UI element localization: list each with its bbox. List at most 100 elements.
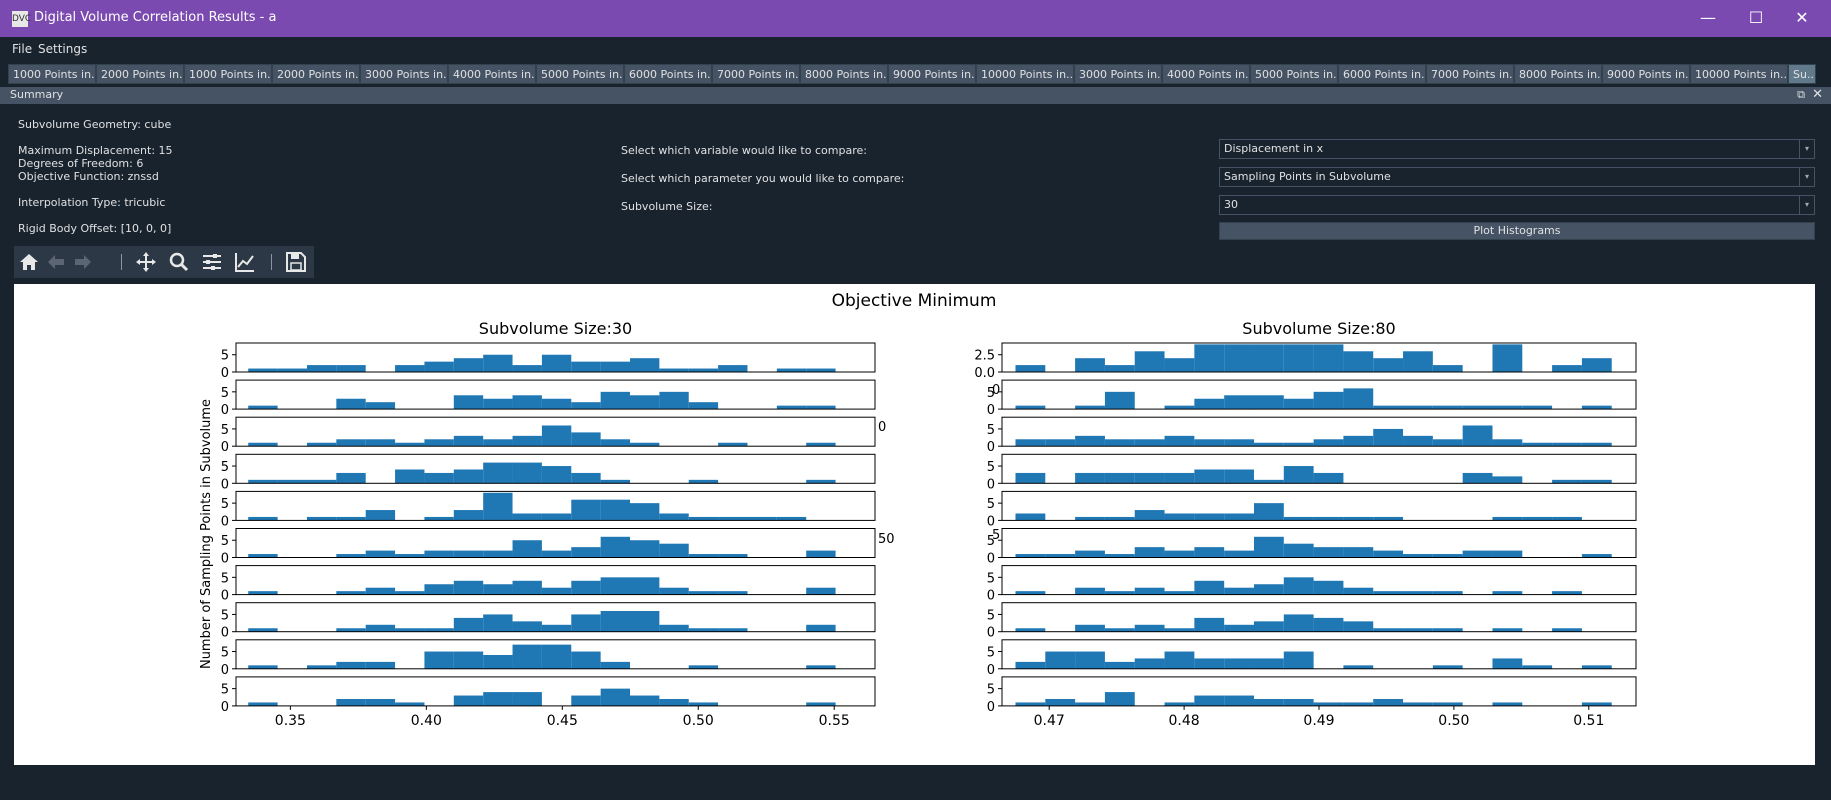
histogram-bar	[806, 550, 836, 558]
y-tick-label: 0.0	[974, 366, 995, 381]
tab-12[interactable]: 10000 Points in...	[976, 64, 1074, 84]
pan-icon[interactable]	[134, 250, 158, 274]
histogram-bar	[277, 368, 307, 372]
back-icon[interactable]	[44, 250, 68, 274]
edit-axes-icon[interactable]	[233, 250, 257, 274]
variable-label: Select which variable would like to comp…	[621, 144, 867, 157]
save-icon[interactable]	[284, 250, 308, 274]
variable-select-value: Displacement in x	[1224, 142, 1324, 155]
y-tick-label: 0	[221, 626, 229, 641]
histogram-bar	[571, 499, 601, 521]
plot-histograms-button[interactable]: Plot Histograms	[1219, 222, 1815, 240]
maximize-button[interactable]: ☐	[1748, 8, 1764, 27]
histogram-bar	[1224, 658, 1254, 669]
histogram-bar	[630, 503, 660, 521]
tab-20[interactable]: 10000 Points in...	[1690, 64, 1788, 84]
histogram-bar	[600, 688, 631, 706]
minimize-button[interactable]: —	[1700, 8, 1716, 27]
histogram-bar	[1224, 587, 1254, 595]
tab-19[interactable]: 9000 Points in...	[1602, 64, 1690, 84]
histogram-bar	[1492, 550, 1523, 558]
histogram-bar	[600, 479, 631, 484]
tab-4[interactable]: 2000 Points in...	[272, 64, 360, 84]
histogram-bar	[1373, 628, 1404, 632]
tab-8[interactable]: 6000 Points in...	[624, 64, 712, 84]
tab-2[interactable]: 2000 Points in...	[96, 64, 184, 84]
tab-14[interactable]: 4000 Points in...	[1162, 64, 1250, 84]
tab-13[interactable]: 3000 Points in...	[1074, 64, 1162, 84]
histogram-bar	[1253, 442, 1284, 447]
histogram-bar	[1075, 435, 1105, 447]
subplot-frame	[1001, 453, 1637, 484]
histogram-bar	[336, 516, 366, 521]
histogram-bar	[659, 624, 689, 632]
histogram-bar	[747, 516, 777, 521]
menu-file[interactable]: File	[12, 42, 33, 56]
tab-5[interactable]: 3000 Points in...	[360, 64, 448, 84]
histogram-bar	[571, 402, 601, 410]
histogram-bar	[1253, 503, 1284, 521]
dock-close-icon[interactable]: ✕	[1812, 87, 1823, 102]
y-tick-label: 0	[221, 477, 229, 492]
y-tick-label: 5	[221, 386, 229, 401]
histogram-bar	[571, 580, 601, 595]
tab-16[interactable]: 6000 Points in...	[1338, 64, 1426, 84]
tab-9[interactable]: 7000 Points in...	[712, 64, 800, 84]
parameter-select[interactable]: Sampling Points in Subvolume ▾	[1219, 167, 1815, 187]
histogram-bar	[1581, 358, 1612, 372]
histogram-bar	[1104, 472, 1135, 484]
tab-1[interactable]: 1000 Points in...	[8, 64, 96, 84]
histogram-bar	[1403, 702, 1433, 706]
histogram-bar	[1552, 365, 1582, 372]
close-button[interactable]: ✕	[1795, 8, 1809, 27]
tab-6[interactable]: 4000 Points in...	[448, 64, 536, 84]
tab-3[interactable]: 1000 Points in...	[184, 64, 272, 84]
histogram-bar	[571, 432, 601, 447]
tab-17[interactable]: 7000 Points in...	[1426, 64, 1514, 84]
histogram-bar	[1253, 698, 1284, 706]
menu-settings[interactable]: Settings	[38, 42, 88, 56]
bottom-area	[0, 765, 1831, 800]
tab-7[interactable]: 5000 Points in...	[536, 64, 624, 84]
histogram-bar	[1313, 344, 1344, 372]
histogram-bar	[1104, 554, 1135, 558]
histogram-bar	[365, 510, 396, 521]
configure-subplots-icon[interactable]	[200, 250, 224, 274]
histogram-bar	[1581, 405, 1612, 410]
histogram-bar	[1194, 469, 1225, 484]
histogram-bar	[688, 402, 719, 410]
histogram-figure[interactable]: Objective Minimum Subvolume Size:30 5 0 5 0 5…	[14, 284, 1815, 765]
zoom-icon[interactable]	[167, 250, 191, 274]
histogram-bar	[1253, 479, 1284, 484]
histogram-bar	[1373, 428, 1404, 447]
histogram-bar	[1015, 472, 1046, 484]
histogram-bar	[1194, 658, 1225, 669]
histogram-bar	[512, 513, 542, 521]
float-icon[interactable]: ⧉	[1797, 88, 1805, 101]
histogram-bar	[1075, 587, 1105, 595]
home-icon[interactable]	[17, 250, 41, 274]
histogram-bar	[1045, 651, 1076, 669]
histogram-bar	[600, 577, 631, 595]
histogram-bar	[1492, 591, 1523, 595]
tab-18[interactable]: 8000 Points in...	[1514, 64, 1602, 84]
histogram-bar	[1075, 516, 1105, 521]
histogram-bar	[1075, 472, 1105, 484]
histogram-bar	[1283, 466, 1314, 484]
histogram-bar	[395, 702, 425, 706]
variable-select[interactable]: Displacement in x ▾	[1219, 139, 1815, 159]
histogram-bar	[248, 516, 278, 521]
histogram-bar	[483, 439, 513, 447]
dock-title-bar: Summary ⧉ ✕	[0, 87, 1831, 104]
histogram-bar	[453, 358, 484, 372]
histogram-bar	[1403, 351, 1433, 372]
tab-15[interactable]: 5000 Points in...	[1250, 64, 1338, 84]
tab-21[interactable]: Su...	[1788, 64, 1816, 84]
tab-11[interactable]: 9000 Points in...	[888, 64, 976, 84]
tab-10[interactable]: 8000 Points in...	[800, 64, 888, 84]
forward-icon[interactable]	[71, 250, 95, 274]
size-select[interactable]: 30 ▾	[1219, 195, 1815, 215]
histogram-bar	[1104, 591, 1135, 595]
y-tick-label: 5	[221, 683, 229, 698]
histogram-bar	[365, 402, 396, 410]
